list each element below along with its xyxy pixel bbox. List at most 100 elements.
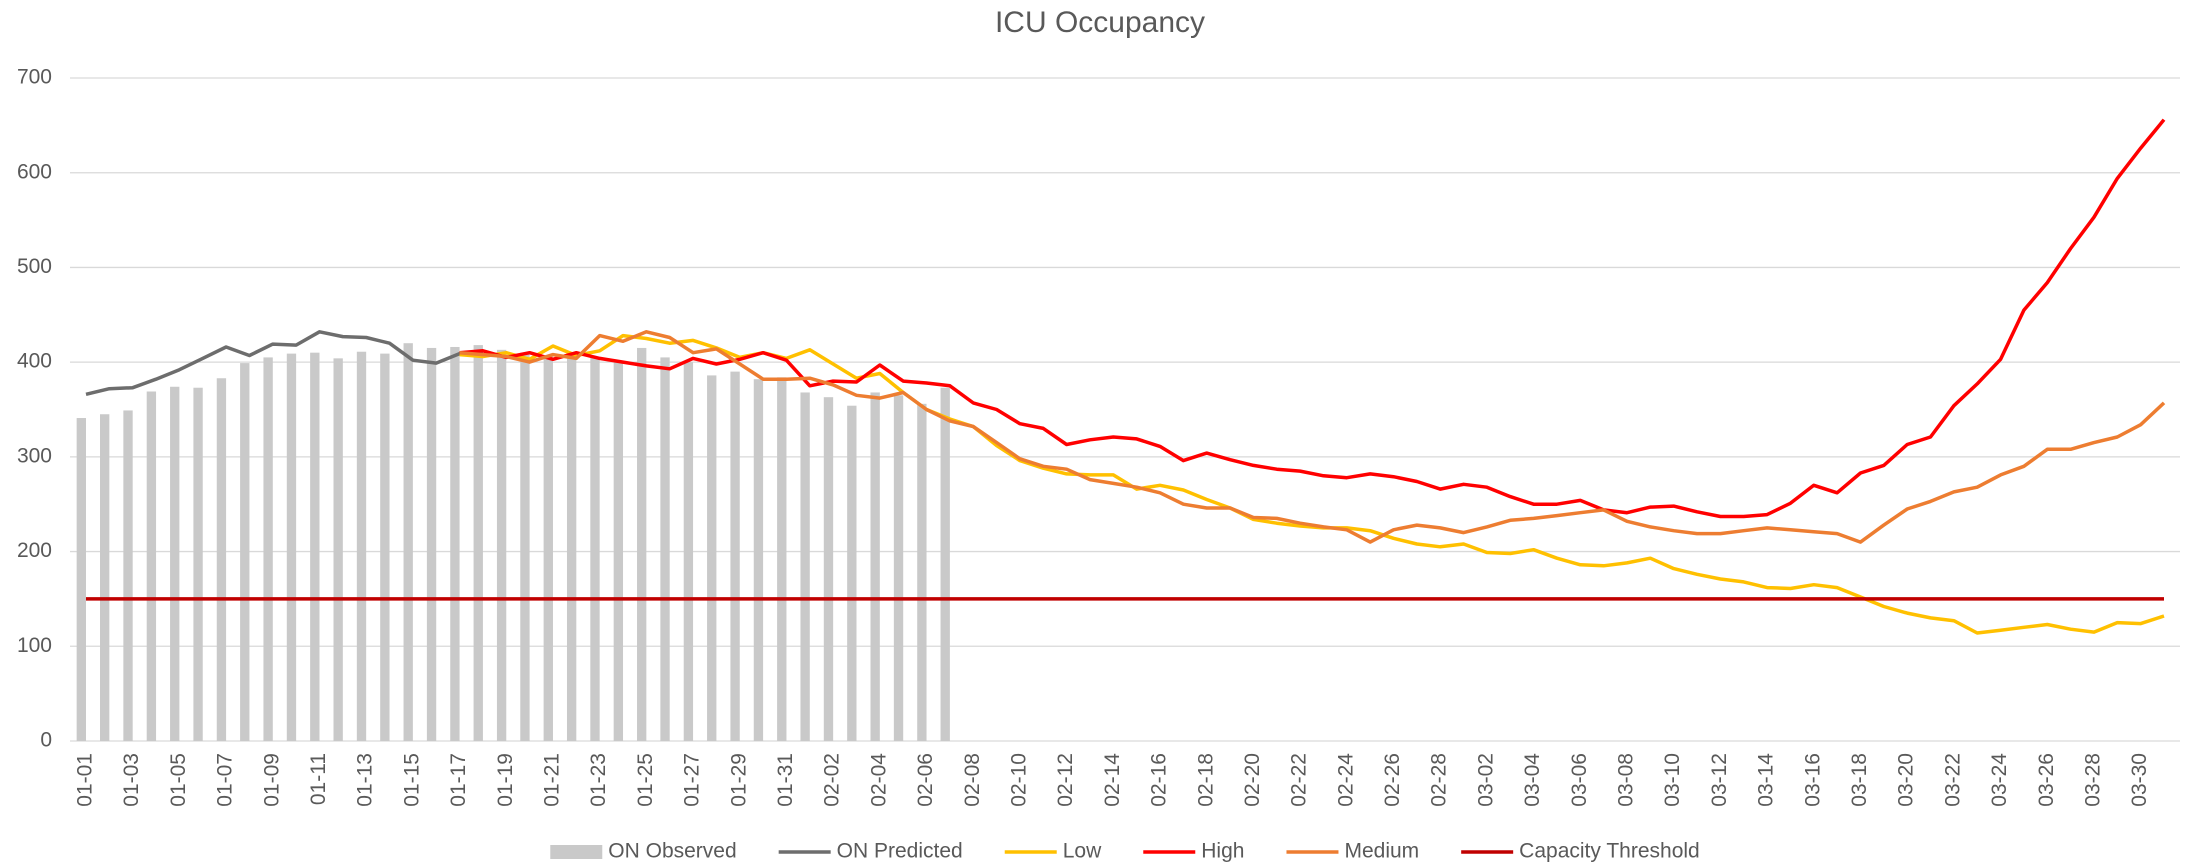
x-tick-label: 03-10 [1661, 753, 1684, 807]
x-tick-label: 01-15 [400, 753, 423, 807]
line [459, 118, 2166, 519]
bar [76, 418, 86, 741]
x-tick-label: 01-11 [307, 753, 330, 805]
bar [940, 387, 950, 741]
legend: ON Observed ON Predicted Low High Medium Capa… [550, 840, 1700, 863]
x-tick-label: 03-16 [1801, 753, 1824, 807]
x-tick-label: 03-20 [1895, 753, 1918, 807]
bar [496, 349, 507, 741]
x-tick-label: 03-24 [1988, 753, 2011, 807]
x-tick-label: 02-18 [1194, 753, 1217, 807]
bar [917, 403, 927, 741]
x-tick-label: 02-24 [1334, 753, 1357, 807]
bar [777, 377, 787, 741]
x-tick-label: 03-26 [2035, 753, 2058, 807]
line [459, 330, 2166, 544]
x-tick-label: 03-02 [1474, 753, 1497, 807]
x-tick-label: 02-06 [914, 753, 937, 807]
x-tick-label: 01-29 [727, 753, 750, 807]
bar [660, 357, 670, 741]
bar [380, 353, 390, 741]
y-tick-label: 700 [17, 66, 52, 89]
x-tick-label: 01-27 [681, 753, 704, 807]
bar [683, 362, 694, 741]
x-tick-label: 01-09 [260, 753, 283, 807]
x-tick-label: 01-01 [74, 753, 97, 807]
bar [753, 379, 764, 741]
x-tick-label: 02-12 [1054, 753, 1077, 807]
bar [356, 351, 367, 741]
x-tick-label: 03-18 [1848, 753, 1871, 807]
x-tick-label: 01-07 [214, 753, 237, 807]
legend-label: ON Predicted [837, 840, 963, 863]
bar [473, 345, 483, 741]
x-tick-label: 02-10 [1007, 753, 1030, 807]
chart-title: ICU Occupancy [995, 6, 1205, 39]
x-tick-label: 03-22 [1941, 753, 1964, 807]
x-tick-label: 01-25 [634, 753, 657, 807]
bar [426, 347, 437, 741]
x-tick-label: 01-13 [354, 753, 377, 807]
legend-label: ON Observed [608, 840, 736, 863]
y-tick-label: 400 [17, 350, 52, 373]
y-tick-label: 600 [17, 160, 52, 183]
bar [450, 346, 460, 741]
bar [146, 391, 157, 741]
bar [800, 392, 810, 741]
bar [193, 387, 203, 741]
x-tick-label: 01-05 [167, 753, 190, 807]
x-tick-label: 02-16 [1148, 753, 1171, 807]
bar [707, 375, 717, 741]
x-tick-label: 02-20 [1241, 753, 1264, 807]
bar [566, 352, 577, 741]
x-tick-label: 01-31 [774, 753, 797, 807]
line [85, 330, 483, 397]
x-tick-label: 02-08 [961, 753, 984, 807]
bar [613, 362, 624, 741]
bar [637, 347, 647, 741]
x-tick-label: 03-14 [1755, 753, 1778, 807]
legend-label: Medium [1344, 840, 1419, 863]
x-tick-label: 03-12 [1708, 753, 1731, 807]
bar [730, 371, 740, 741]
x-tick-label: 02-26 [1381, 753, 1404, 807]
x-tick-label: 02-14 [1101, 753, 1124, 807]
x-tick-label: 01-19 [494, 753, 517, 807]
legend-swatch [550, 845, 603, 859]
x-tick-label: 03-28 [2082, 753, 2105, 807]
bar [870, 392, 880, 741]
x-tick-label: 02-02 [821, 753, 844, 807]
bar [403, 343, 413, 741]
bar [240, 363, 250, 741]
bar [123, 410, 133, 741]
y-tick-label: 200 [17, 539, 52, 562]
legend-label: High [1201, 840, 1244, 863]
y-tick-label: 300 [17, 444, 52, 467]
bar [310, 352, 320, 741]
bar [263, 357, 273, 741]
x-tick-label: 01-17 [447, 753, 470, 807]
bar [216, 378, 227, 741]
y-tick-label: 500 [17, 255, 52, 278]
bar [100, 414, 110, 741]
x-tick-label: 02-22 [1288, 753, 1311, 807]
x-tick-label: 03-06 [1568, 753, 1591, 807]
x-tick-label: 01-23 [587, 753, 610, 807]
bar [286, 353, 297, 741]
x-tick-label: 03-04 [1521, 753, 1544, 807]
bar [333, 358, 343, 741]
y-tick-label: 0 [40, 729, 52, 752]
bar [893, 395, 904, 741]
legend-label: Capacity Threshold [1519, 840, 1700, 863]
x-tick-label: 01-03 [120, 753, 143, 807]
x-tick-label: 01-21 [541, 753, 564, 807]
x-tick-label: 03-30 [2128, 753, 2151, 807]
x-tick-label: 03-08 [1615, 753, 1638, 807]
bar [847, 405, 857, 741]
bar [520, 352, 530, 741]
bar [823, 397, 834, 741]
y-tick-label: 100 [17, 634, 52, 657]
bar [170, 386, 180, 741]
bar [543, 356, 553, 741]
